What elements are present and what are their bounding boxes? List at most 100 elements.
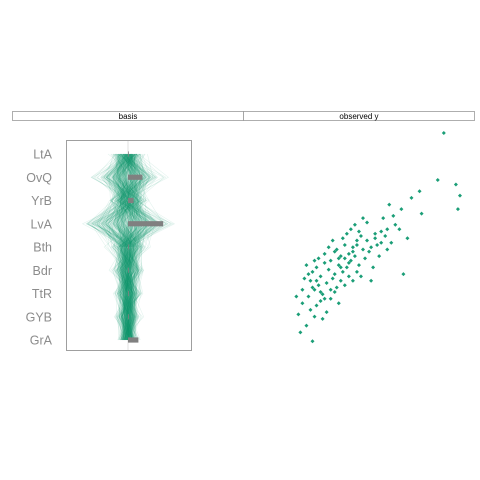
- scatter-point: [338, 278, 343, 283]
- pcp-line: [112, 153, 132, 341]
- pcp-line: [116, 153, 142, 341]
- pcp-line: [102, 153, 140, 341]
- pcp-line: [91, 153, 139, 341]
- pcp-line: [105, 153, 133, 341]
- pcp-line: [121, 153, 140, 341]
- pcp-line: [117, 153, 144, 341]
- pcp-line: [108, 153, 138, 341]
- scatter-point: [356, 229, 361, 234]
- pcp-line: [120, 153, 145, 341]
- pcp-line: [113, 153, 154, 341]
- scatter-point: [367, 249, 372, 254]
- pcp-line: [115, 153, 156, 341]
- pcp-line: [98, 153, 139, 341]
- pcp-line: [96, 153, 143, 341]
- pcp-line: [116, 153, 138, 341]
- pcp-line: [117, 153, 150, 341]
- scatter-point: [336, 256, 341, 261]
- scatter-points: [294, 130, 462, 344]
- pcp-line: [111, 153, 134, 341]
- scatter-point: [405, 236, 410, 241]
- pcp-line: [122, 153, 142, 341]
- scatter-point: [330, 276, 335, 281]
- variable-label-bdr: Bdr: [33, 264, 52, 278]
- scatter-point: [354, 238, 359, 243]
- pcp-line: [116, 153, 136, 341]
- pcp-line: [90, 153, 134, 341]
- pcp-line: [104, 153, 131, 341]
- pcp-line: [120, 153, 143, 341]
- pcp-line: [117, 153, 141, 340]
- pcp-line: [115, 153, 157, 341]
- pcp-line: [117, 153, 158, 341]
- pcp-line: [118, 153, 158, 341]
- pcp-line: [114, 153, 152, 341]
- pcp-line: [116, 153, 165, 341]
- variable-label-lva: LvA: [30, 217, 52, 231]
- scatter-point: [336, 301, 341, 306]
- scatter-point: [316, 256, 321, 261]
- pcp-line: [118, 153, 153, 341]
- scatter-point: [320, 292, 325, 297]
- pcp-line: [119, 153, 136, 341]
- pcp-line: [94, 153, 138, 341]
- pcp-line: [94, 153, 146, 341]
- pcp-line: [105, 153, 136, 341]
- pcp-line: [100, 153, 135, 341]
- pcp-line: [113, 153, 137, 341]
- pcp-line: [101, 153, 135, 341]
- scatter-point: [455, 207, 460, 212]
- pcp-line: [118, 153, 135, 341]
- pcp-line: [96, 153, 139, 341]
- pcp-line: [102, 153, 140, 341]
- facet-basis: basis LtA OvQ YrB LvA Bth Bdr TtR GYB GrA: [12, 111, 244, 351]
- pcp-line: [106, 153, 143, 341]
- pcp-line: [92, 153, 139, 341]
- scatter-point: [314, 265, 319, 270]
- scatter-point: [375, 242, 380, 247]
- scatter-point: [350, 245, 355, 250]
- pcp-line: [100, 153, 149, 341]
- pcp-line: [113, 153, 137, 341]
- variable-label-ovq: OvQ: [26, 171, 52, 185]
- pcp-line: [110, 153, 138, 341]
- pcp-line: [116, 153, 134, 341]
- pcp-line: [119, 153, 133, 341]
- pcp-line: [102, 153, 148, 341]
- pcp-line: [110, 153, 140, 341]
- pcp-line: [122, 153, 164, 341]
- scatter-point: [348, 258, 353, 263]
- pcp-line: [98, 153, 147, 341]
- pcp-line: [117, 153, 139, 341]
- scatter-point: [342, 256, 347, 261]
- pcp-line: [117, 153, 138, 341]
- scatter-point: [354, 269, 359, 274]
- pcp-line: [115, 153, 138, 341]
- pcp-line: [112, 153, 138, 341]
- pcp-line: [124, 153, 151, 341]
- pcp-line: [98, 153, 140, 341]
- pcp-line: [115, 153, 158, 341]
- pcp-line: [110, 153, 145, 341]
- pcp-line: [119, 153, 151, 341]
- scatter-point: [354, 242, 359, 247]
- pcp-line: [118, 153, 135, 341]
- pcp-line: [113, 153, 143, 341]
- scatter-point: [322, 251, 327, 256]
- scatter-point: [387, 202, 392, 207]
- pcp-line: [119, 153, 136, 341]
- pcp-line: [119, 153, 138, 341]
- pcp-line: [107, 153, 156, 341]
- basis-bars: [128, 151, 164, 343]
- pcp-line: [120, 153, 144, 341]
- pcp-line: [111, 153, 132, 341]
- pcp-line: [119, 153, 154, 341]
- scatter-point: [332, 272, 337, 277]
- pcp-line: [113, 153, 139, 341]
- pcp-line: [107, 153, 133, 341]
- scatter-point: [385, 247, 390, 252]
- pcp-line: [95, 153, 130, 341]
- scatter-point: [318, 298, 323, 303]
- pcp-line: [111, 153, 136, 341]
- pcp-line: [118, 153, 141, 341]
